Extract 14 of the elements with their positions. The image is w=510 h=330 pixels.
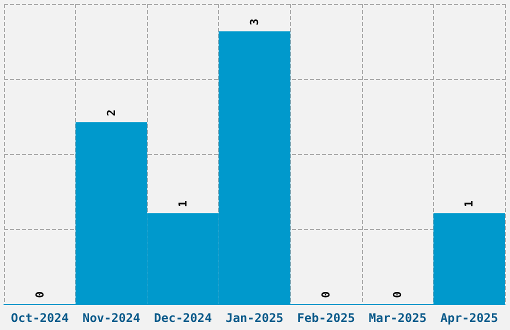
data-label: 0 xyxy=(391,291,404,298)
x-tick-label: Oct-2024 xyxy=(10,311,69,325)
x-tick-label: Nov-2024 xyxy=(82,311,140,325)
x-tick-label: Dec-2024 xyxy=(154,311,212,325)
data-label: 2 xyxy=(104,110,118,116)
data-label: 1 xyxy=(462,200,476,208)
data-label: 3 xyxy=(248,18,261,26)
data-label: 0 xyxy=(33,291,46,298)
x-tick-label: Jan-2025 xyxy=(226,311,284,325)
x-tick-label: Feb-2025 xyxy=(297,311,355,325)
x-tick-label: Mar-2025 xyxy=(368,311,427,325)
x-tick-label: Apr-2025 xyxy=(440,311,498,325)
data-label: 1 xyxy=(176,200,190,208)
data-label: 0 xyxy=(320,291,333,298)
